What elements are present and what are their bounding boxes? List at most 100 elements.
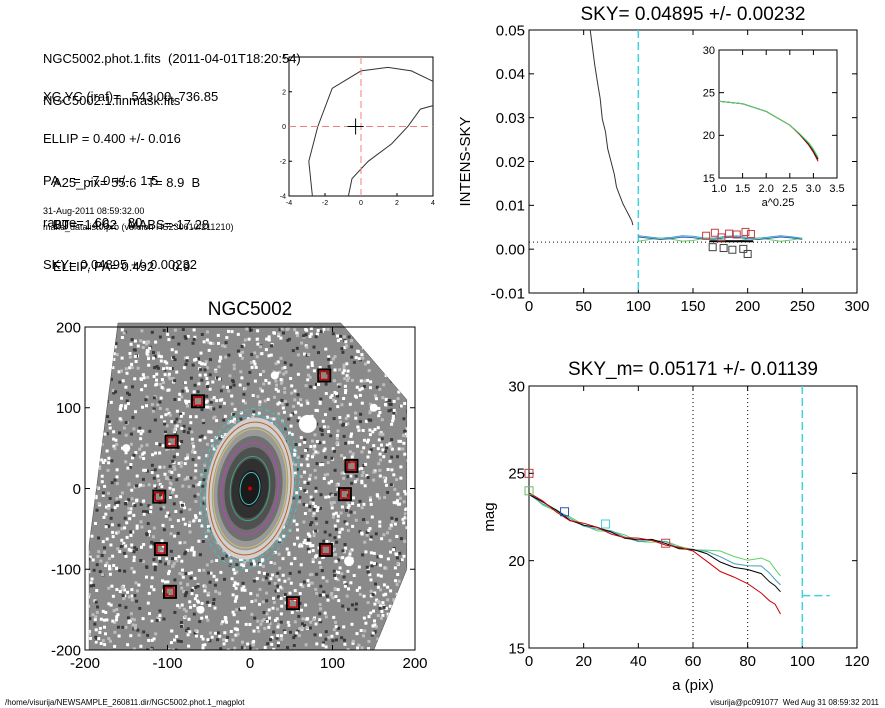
header-block-b: XC,YC (iraf)= 543.00, 736.85 ELLIP = 0.4… xyxy=(43,62,218,286)
image-noise-pixel xyxy=(316,451,320,455)
image-noise-pixel xyxy=(206,529,210,533)
image-noise-pixel xyxy=(242,392,246,396)
image-noise-pixel xyxy=(369,561,373,565)
image-noise-pixel xyxy=(397,439,401,443)
image-noise-pixel xyxy=(130,366,134,369)
image-noise-pixel xyxy=(344,389,348,392)
image-noise-pixel xyxy=(336,519,340,523)
image-noise-pixel xyxy=(129,533,133,537)
image-noise-pixel xyxy=(396,371,400,374)
image-noise-pixel xyxy=(177,461,181,465)
image-noise-pixel xyxy=(86,628,89,631)
mag-ytick-label: 20 xyxy=(508,553,525,570)
image-noise-pixel xyxy=(306,464,310,468)
image-noise-pixel xyxy=(119,495,123,499)
image-noise-pixel xyxy=(243,561,247,564)
image-noise-pixel xyxy=(304,449,308,452)
image-noise-pixel xyxy=(252,562,256,566)
image-noise-pixel xyxy=(409,363,412,366)
image-noise-pixel xyxy=(392,548,395,552)
image-noise-pixel xyxy=(381,396,385,400)
image-noise-pixel xyxy=(236,632,240,636)
image-noise-pixel xyxy=(377,496,381,500)
image-noise-pixel xyxy=(337,599,341,603)
image-noise-pixel xyxy=(339,497,343,501)
image-noise-pixel xyxy=(145,404,148,408)
image-noise-pixel xyxy=(367,350,371,354)
image-noise-pixel xyxy=(104,525,108,529)
image-noise-pixel xyxy=(132,502,136,506)
image-noise-pixel xyxy=(378,474,382,478)
image-noise-pixel xyxy=(406,351,407,355)
image-noise-pixel xyxy=(127,393,131,397)
image-noise-pixel xyxy=(95,508,99,512)
image-noise-pixel xyxy=(143,384,147,388)
image-noise-pixel xyxy=(89,629,91,633)
image-noise-pixel xyxy=(100,474,104,478)
image-noise-pixel xyxy=(324,645,328,649)
image-noise-pixel xyxy=(282,410,286,414)
image-noise-pixel xyxy=(193,576,197,580)
image-noise-pixel xyxy=(336,405,340,409)
image-noise-pixel xyxy=(213,415,217,419)
image-noise-pixel xyxy=(194,585,198,589)
image-noise-pixel xyxy=(105,505,108,509)
inset-ytick-label: 25 xyxy=(703,88,715,100)
image-noise-pixel xyxy=(322,440,326,444)
image-noise-pixel xyxy=(123,569,127,573)
image-noise-pixel xyxy=(331,639,335,643)
image-noise-pixel xyxy=(226,421,230,425)
image-noise-pixel xyxy=(171,648,175,650)
image-noise-pixel xyxy=(387,351,391,355)
image-noise-pixel xyxy=(234,586,238,590)
image-noise-pixel xyxy=(173,430,177,434)
image-noise-pixel xyxy=(112,430,116,434)
sky-box xyxy=(191,394,206,409)
image-noise-pixel xyxy=(166,332,170,336)
image-noise-pixel xyxy=(115,567,118,570)
image-noise-pixel xyxy=(384,566,388,570)
image-noise-pixel xyxy=(160,386,164,389)
intens-ytick-label: 0.01 xyxy=(496,198,525,215)
image-noise-pixel xyxy=(126,391,129,395)
image-noise-pixel xyxy=(124,406,127,410)
image-noise-pixel xyxy=(350,481,354,485)
image-noise-pixel xyxy=(363,438,366,442)
image-noise-pixel xyxy=(362,594,366,598)
image-noise-pixel xyxy=(289,630,292,634)
image-noise-pixel xyxy=(120,328,124,332)
image-noise-pixel xyxy=(397,642,401,646)
image-noise-pixel xyxy=(89,473,90,477)
image-noise-pixel xyxy=(305,503,309,507)
image-noise-pixel xyxy=(113,447,117,451)
image-noise-pixel xyxy=(187,399,191,403)
image-noise-pixel xyxy=(369,502,373,506)
image-noise-pixel xyxy=(405,584,407,587)
image-noise-pixel xyxy=(351,524,355,528)
image-noise-pixel xyxy=(338,530,342,534)
image-noise-pixel xyxy=(318,603,322,606)
image-noise-pixel xyxy=(346,529,350,532)
image-noise-pixel xyxy=(403,512,407,516)
image-noise-pixel xyxy=(303,440,307,444)
image-noise-pixel xyxy=(382,476,386,480)
image-noise-pixel xyxy=(179,412,183,416)
galaxy-isophote-4 xyxy=(212,428,288,549)
image-noise-pixel xyxy=(173,358,177,362)
image-noise-pixel xyxy=(110,377,113,381)
image-noise-pixel xyxy=(169,476,173,480)
image-noise-pixel xyxy=(193,631,197,635)
image-noise-pixel xyxy=(212,598,216,601)
image-noise-pixel xyxy=(253,362,257,366)
image-noise-pixel xyxy=(223,345,227,348)
image-noise-pixel xyxy=(201,637,205,641)
image-noise-pixel xyxy=(253,616,257,620)
image-noise-pixel xyxy=(375,385,379,389)
image-noise-pixel xyxy=(394,336,398,340)
image-noise-pixel xyxy=(314,529,318,533)
image-noise-pixel xyxy=(324,615,328,619)
image-noise-pixel xyxy=(92,408,96,412)
image-noise-pixel xyxy=(130,617,134,621)
intens-xtick-label: 200 xyxy=(735,298,760,315)
image-noise-pixel xyxy=(215,559,219,562)
